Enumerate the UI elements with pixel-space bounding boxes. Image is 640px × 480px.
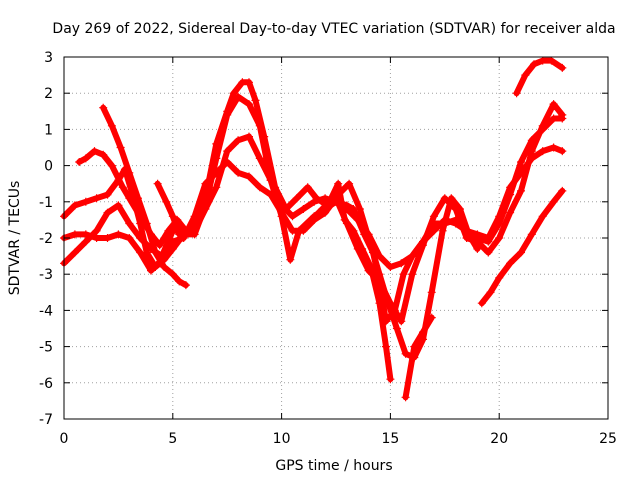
chart-title: Day 269 of 2022, Sidereal Day-to-day VTE… [52, 21, 615, 37]
series-line [402, 314, 435, 401]
series-track-2 [60, 132, 567, 271]
y-tick-label: -5 [39, 340, 53, 356]
series-track-6 [153, 179, 184, 239]
x-tick-label: 25 [599, 431, 617, 447]
series-track-7 [303, 179, 395, 384]
series-track-9 [477, 186, 567, 308]
data-series [60, 56, 567, 402]
y-tick-label: -3 [39, 267, 53, 283]
x-tick-label: 20 [490, 431, 508, 447]
x-tick-label: 0 [60, 431, 69, 447]
y-tick-label: 2 [44, 86, 53, 102]
series-line [154, 180, 183, 238]
plus-markers [512, 56, 567, 98]
y-tick-label: 0 [44, 159, 53, 175]
axis-ticks [63, 56, 609, 420]
y-tick-label: -6 [39, 376, 53, 392]
x-tick-label: 5 [168, 431, 177, 447]
series-line [513, 57, 566, 97]
y-tick-label: -1 [39, 195, 53, 211]
y-tick-label: 1 [44, 122, 53, 138]
y-tick-labels: -7 -6 -5 -4 -3 -2 -1 0 1 2 3 [39, 50, 53, 428]
x-tick-labels: 0 5 10 15 20 25 [60, 431, 617, 447]
series-track-4 [75, 78, 482, 362]
x-axis-title: GPS time / hours [275, 458, 392, 474]
y-axis-title: SDTVAR / TECUs [7, 181, 23, 296]
series-line [76, 79, 481, 361]
x-tick-label: 10 [273, 431, 291, 447]
y-tick-label: -2 [39, 231, 53, 247]
plus-markers [303, 179, 395, 384]
y-tick-label: 3 [44, 50, 53, 66]
series-track-10 [512, 56, 567, 98]
series-track-5 [99, 103, 190, 290]
plus-markers [153, 179, 184, 239]
plus-markers [477, 186, 567, 308]
plus-markers [401, 313, 436, 402]
x-tick-label: 15 [381, 431, 399, 447]
plus-markers [99, 103, 190, 290]
y-tick-label: -4 [39, 303, 53, 319]
series-track-8 [401, 313, 436, 402]
y-tick-label: -7 [39, 412, 53, 428]
plus-markers [75, 78, 482, 362]
